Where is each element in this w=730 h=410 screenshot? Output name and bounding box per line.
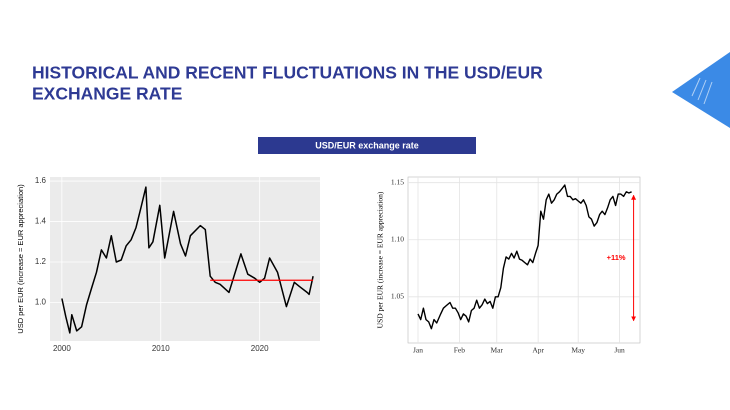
x-tick-label: Jun xyxy=(614,346,625,355)
y-tick-label: 1.05 xyxy=(391,292,404,301)
x-tick-label: Apr xyxy=(532,346,544,355)
y-tick-label: 1.4 xyxy=(35,217,47,226)
y-tick-label: 1.0 xyxy=(35,298,47,307)
y-tick-label: 1.15 xyxy=(391,177,404,186)
slide-title: HISTORICAL AND RECENT FLUCTUATIONS IN TH… xyxy=(32,63,543,83)
banner-text: USD/EUR exchange rate xyxy=(315,140,419,150)
x-tick-label: Feb xyxy=(454,346,466,355)
y-tick-label: 1.2 xyxy=(35,257,47,266)
y-axis-label: USD per EUR (increase = EUR appreciation… xyxy=(16,184,25,334)
banner xyxy=(258,137,476,154)
x-tick-label: 2020 xyxy=(251,344,269,353)
data-line xyxy=(61,186,314,334)
x-tick-label: 2000 xyxy=(53,344,71,353)
x-tick-label: May xyxy=(571,346,585,355)
x-tick-label: 2010 xyxy=(152,344,170,353)
y-tick-label: 1.6 xyxy=(35,176,47,185)
x-tick-label: Mar xyxy=(491,346,504,355)
slide-title: EXCHANGE RATE xyxy=(32,84,182,104)
data-line xyxy=(417,184,632,330)
decor-triangle xyxy=(672,52,730,128)
annotation-label: +11% xyxy=(607,253,626,262)
plot-panel xyxy=(407,176,641,344)
decor-lines xyxy=(691,77,713,105)
x-tick-label: Jan xyxy=(413,346,423,355)
y-tick-label: 1.10 xyxy=(391,234,404,243)
y-axis-label: USD per EUR (increase = EUR appreciation… xyxy=(376,191,385,328)
plot-panel xyxy=(50,177,320,341)
